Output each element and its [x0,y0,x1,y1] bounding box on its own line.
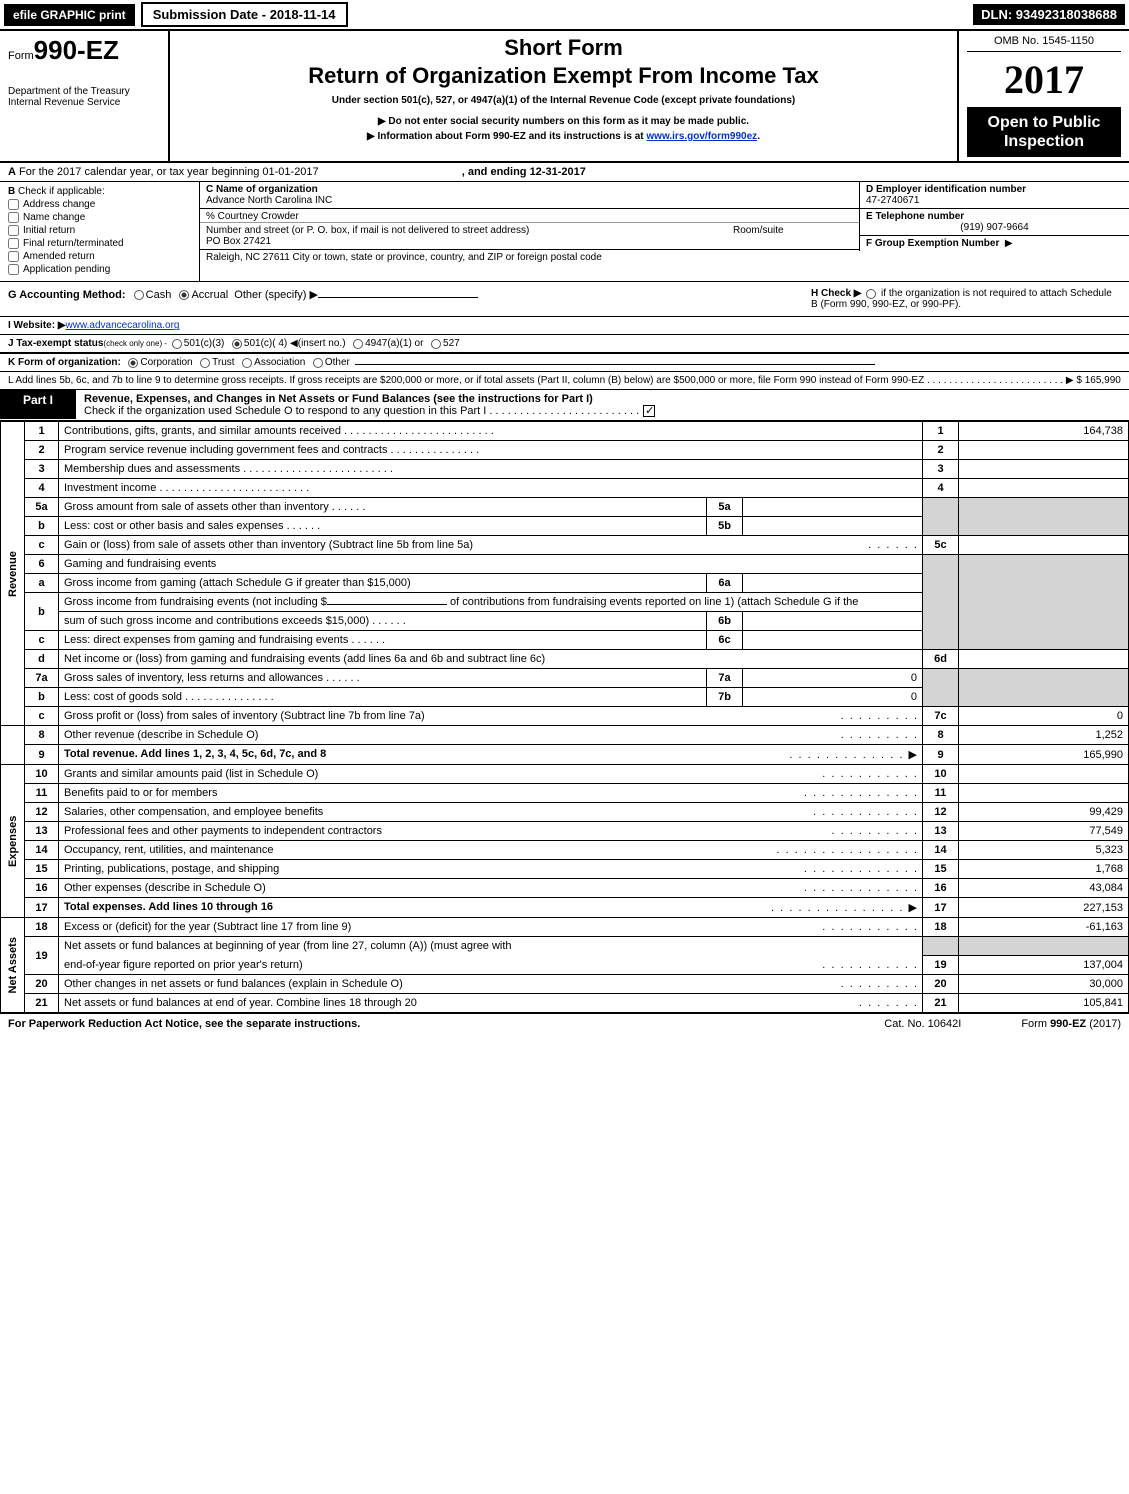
chk-final-return[interactable] [8,238,19,249]
return-title: Return of Organization Exempt From Incom… [178,63,949,89]
telephone: (919) 907-9664 [866,222,1123,233]
short-form-title: Short Form [178,35,949,61]
expenses-side-label: Expenses [1,765,25,918]
radio-501c3[interactable] [172,339,182,349]
omb-number: OMB No. 1545-1150 [967,35,1121,52]
paperwork-notice: For Paperwork Reduction Act Notice, see … [8,1018,360,1030]
radio-accrual[interactable] [179,290,189,300]
tax-year: 2017 [967,56,1121,103]
radio-association[interactable] [242,358,252,368]
revenue-side-label: Revenue [1,422,25,726]
form-header: Form990-EZ Department of the Treasury In… [0,31,1129,163]
radio-other[interactable] [313,358,323,368]
netassets-side-label: Net Assets [1,918,25,1013]
radio-corporation[interactable] [128,358,138,368]
section-k: K Form of organization: Corporation Trus… [0,354,1129,372]
radio-527[interactable] [431,339,441,349]
org-name: Advance North Carolina INC [206,195,332,206]
section-c: C Name of organizationAdvance North Caro… [200,182,859,281]
chk-initial-return[interactable] [8,225,19,236]
submission-date-badge: Submission Date - 2018-11-14 [141,2,348,27]
form990ez-link[interactable]: www.irs.gov/form990ez [646,131,757,142]
dept-treasury: Department of the Treasury [8,86,160,97]
header-left: Form990-EZ Department of the Treasury In… [0,31,170,161]
header-bullets: ▶ Do not enter social security numbers o… [178,114,949,144]
section-g-h: G Accounting Method: Cash Accrual Other … [0,282,1129,317]
header-right: OMB No. 1545-1150 2017 Open to Public In… [959,31,1129,161]
bullet-ssn: ▶ Do not enter social security numbers o… [178,114,949,129]
irs-label: Internal Revenue Service [8,97,160,108]
part-i-title: Revenue, Expenses, and Changes in Net As… [76,390,1129,420]
section-a: A For the 2017 calendar year, or tax yea… [0,163,1129,182]
section-j: J Tax-exempt status(check only one) - 50… [0,335,1129,354]
chk-name-change[interactable] [8,212,19,223]
part-i-header: Part I Revenue, Expenses, and Changes in… [0,390,1129,421]
form-footer: Form 990-EZ (2017) [1021,1018,1121,1030]
section-l: L Add lines 5b, 6c, and 7b to line 9 to … [0,372,1129,390]
website-link[interactable]: www.advancecarolina.org [66,320,180,331]
form-number: Form990-EZ [8,35,160,66]
radio-4947[interactable] [353,339,363,349]
radio-cash[interactable] [134,290,144,300]
chk-amended-return[interactable] [8,251,19,262]
header-mid: Short Form Return of Organization Exempt… [170,31,959,161]
chk-application-pending[interactable] [8,264,19,275]
efile-graphic-print-button[interactable]: efile GRAPHIC print [4,4,135,26]
radio-h-check[interactable] [866,289,876,299]
section-h: H Check ▶ if the organization is not req… [811,288,1121,310]
under-section-text: Under section 501(c), 527, or 4947(a)(1)… [178,95,949,106]
section-b: B Check if applicable: Address change Na… [0,182,1129,282]
section-i: I Website: ▶www.advancecarolina.org [0,317,1129,335]
radio-501c4[interactable] [232,339,242,349]
chk-address-change[interactable] [8,199,19,210]
ein: 47-2740671 [866,195,919,206]
section-d-e-f: D Employer identification number47-27406… [859,182,1129,281]
form-prefix: Form [8,50,34,62]
section-b-checkboxes: B Check if applicable: Address change Na… [0,182,200,281]
lines-table: Revenue 1Contributions, gifts, grants, a… [0,421,1129,1013]
part-i-schedule-o-checkbox[interactable] [643,405,655,417]
bullet-info: ▶ Information about Form 990-EZ and its … [178,129,949,144]
cat-no: Cat. No. 10642I [884,1018,961,1030]
radio-trust[interactable] [200,358,210,368]
open-to-public-badge: Open to Public Inspection [967,107,1121,157]
page-footer: For Paperwork Reduction Act Notice, see … [0,1013,1129,1034]
topbar: efile GRAPHIC print Submission Date - 20… [0,0,1129,31]
dln-badge: DLN: 93492318038688 [973,4,1125,25]
part-i-label: Part I [0,390,76,419]
